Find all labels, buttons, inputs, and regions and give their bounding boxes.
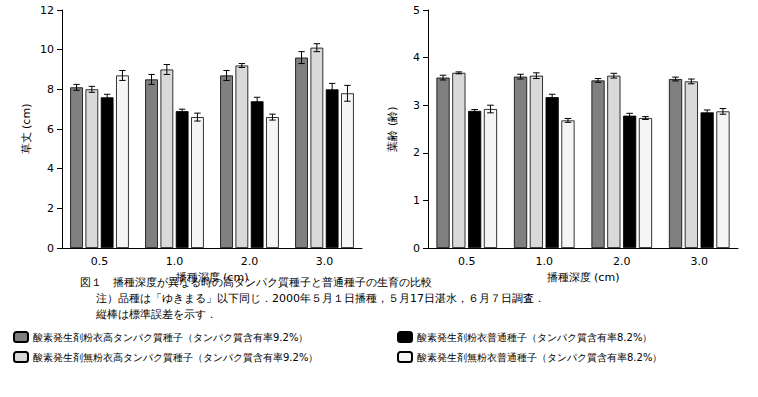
svg-text:1.0: 1.0 <box>536 255 554 268</box>
svg-text:12: 12 <box>40 4 54 17</box>
svg-text:酸素発生剤粉衣普通種子（タンパク質含有率8.2%）: 酸素発生剤粉衣普通種子（タンパク質含有率8.2%） <box>417 332 652 343</box>
svg-text:8: 8 <box>47 83 54 96</box>
svg-text:3.0: 3.0 <box>316 255 334 268</box>
svg-text:1.0: 1.0 <box>166 255 184 268</box>
svg-text:4: 4 <box>47 162 54 175</box>
svg-text:縦棒は標準誤差を示す．: 縦棒は標準誤差を示す． <box>95 308 217 321</box>
svg-text:播種深度 (cm): 播種深度 (cm) <box>176 271 249 284</box>
svg-text:6: 6 <box>47 123 54 136</box>
svg-text:図１ 播種深度が異なる時の高タンパク質種子と普通種子の生育の: 図１ 播種深度が異なる時の高タンパク質種子と普通種子の生育の比較 <box>80 276 432 289</box>
svg-text:2.0: 2.0 <box>241 255 259 268</box>
svg-text:1: 1 <box>413 194 420 207</box>
svg-text:酸素発生剤粉衣高タンパク質種子（タンパク質含有率9.2%）: 酸素発生剤粉衣高タンパク質種子（タンパク質含有率9.2%） <box>33 332 308 343</box>
svg-text:播種深度 (cm): 播種深度 (cm) <box>547 271 620 284</box>
svg-text:3: 3 <box>413 99 420 112</box>
svg-text:5: 5 <box>413 4 420 17</box>
svg-text:4: 4 <box>413 51 420 64</box>
svg-text:葉齢 (齢): 葉齢 (齢) <box>386 106 399 151</box>
svg-text:0.5: 0.5 <box>91 255 109 268</box>
svg-text:0.5: 0.5 <box>458 255 476 268</box>
svg-text:草丈 (cm): 草丈 (cm) <box>20 104 33 155</box>
svg-text:10: 10 <box>40 43 54 56</box>
svg-text:酸素発生剤無粉衣普通種子（タンパク質含有率8.2%）: 酸素発生剤無粉衣普通種子（タンパク質含有率8.2%） <box>417 352 662 363</box>
svg-text:0: 0 <box>47 242 54 255</box>
svg-text:2: 2 <box>413 146 420 159</box>
svg-text:酸素発生剤無粉衣高タンパク質種子（タンパク質含有率9.2%）: 酸素発生剤無粉衣高タンパク質種子（タンパク質含有率9.2%） <box>33 352 318 363</box>
svg-text:2: 2 <box>47 202 54 215</box>
svg-text:3.0: 3.0 <box>691 255 709 268</box>
svg-text:注）品種は「ゆきまる」以下同じ．2000年５月１日播種，５月: 注）品種は「ゆきまる」以下同じ．2000年５月１日播種，５月17日湛水，６月７日… <box>96 292 545 305</box>
svg-text:0: 0 <box>413 242 420 255</box>
svg-text:2.0: 2.0 <box>613 255 631 268</box>
